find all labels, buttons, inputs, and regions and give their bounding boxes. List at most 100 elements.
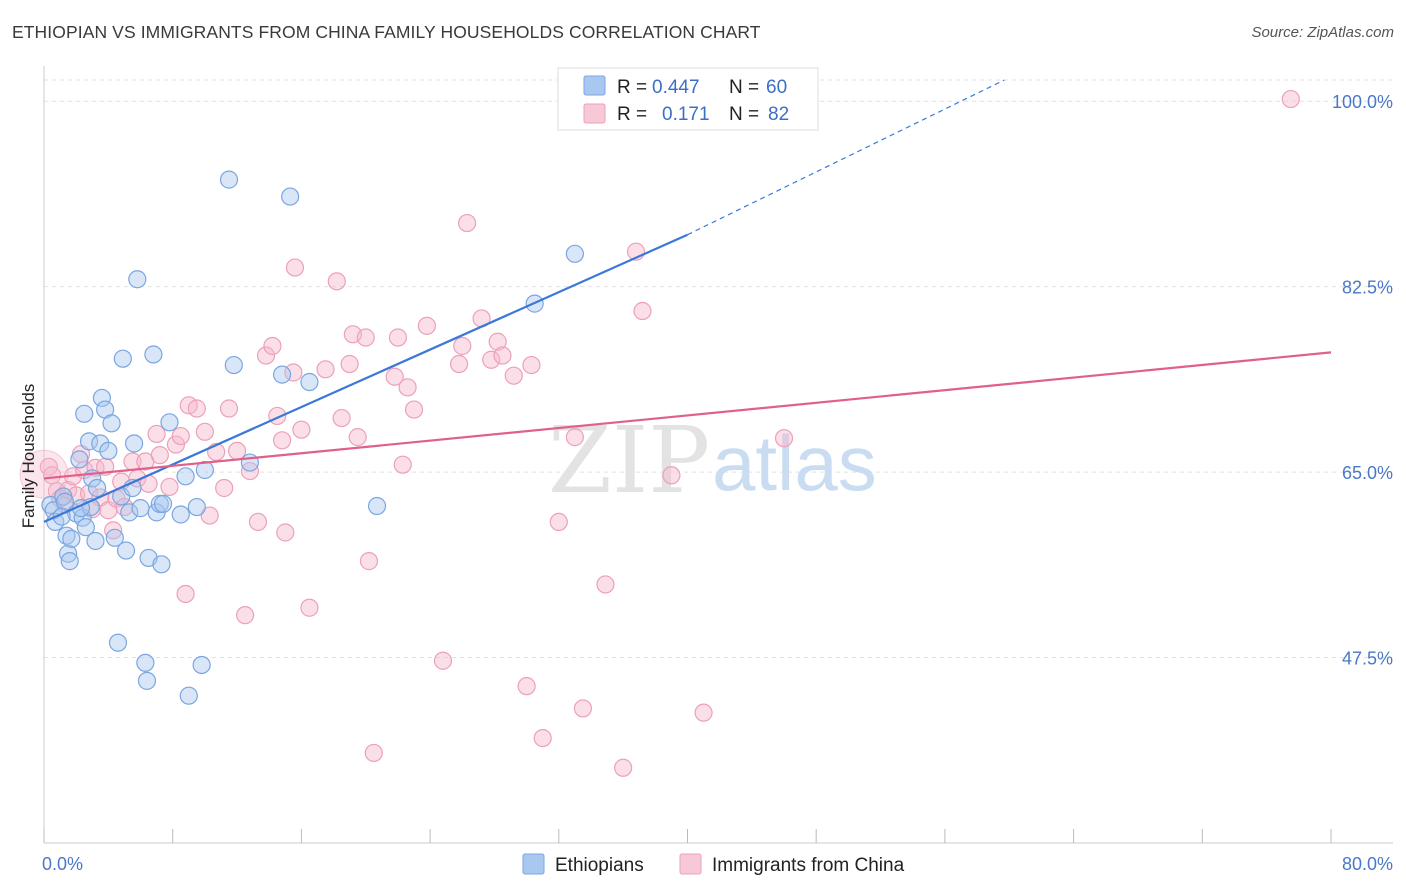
point-china-40 [248,512,268,532]
point-china-81 [614,758,633,777]
legend-bottom-swatch-china [679,853,702,875]
legend-n-value-1: 60 [766,77,787,98]
point-china-67 [453,336,472,356]
point-china-51 [327,272,346,291]
point-ethiopians-23 [102,414,121,433]
point-china-25 [150,446,169,465]
point-china-56 [356,328,375,347]
point-ethiopians-0 [41,495,60,515]
point-ethiopians-8 [62,529,81,548]
point-china-46 [284,363,303,382]
point-china-87 [1281,89,1300,109]
point-china-80 [596,575,615,594]
watermark: ZIP atlas [548,407,877,514]
point-ethiopians-46 [187,497,206,517]
y-tick-label-0: 47.5% [1342,649,1393,669]
point-china-49 [300,598,319,617]
point-ethiopians-24 [105,528,124,547]
legend-bottom: Ethiopians Immigrants from China [522,853,905,876]
point-china-42 [263,336,282,356]
x-tick-labels: 0.0% 80.0% [42,854,1393,874]
point-ethiopians-27 [113,349,132,368]
point-ethiopians-33 [131,499,150,518]
point-china-29 [176,584,195,604]
point-china-78 [565,428,584,447]
point-china-59 [385,367,404,386]
point-ethiopians-54 [300,372,319,392]
point-ethiopians-20 [92,388,112,408]
trend-line-china [43,351,1332,480]
point-ethiopians-44 [176,467,195,486]
axes [43,66,1393,844]
point-china-19 [115,497,134,517]
grid [44,79,1393,659]
legend-r-value-2: 0.171 [662,104,710,125]
point-china-50 [316,360,335,379]
point-ethiopians-37 [144,345,163,364]
point-china-68 [458,213,477,233]
point-china-26 [160,477,179,497]
point-china-55 [348,428,367,447]
point-china-63 [404,400,424,419]
point-ethiopians-52 [272,365,292,384]
y-tick-label-2: 82.5% [1342,278,1393,298]
point-ethiopians-7 [60,552,79,571]
point-china-cluster [19,449,69,499]
point-ethiopians-28 [116,541,136,560]
series-ethiopians-points [41,170,584,705]
point-china-33 [200,506,219,525]
point-ethiopians-50 [224,355,243,375]
point-china-62 [398,378,417,397]
point-china-70 [482,350,501,369]
point-china-71 [488,332,507,351]
point-china-79 [573,699,593,718]
point-china-27 [166,435,186,454]
trend-line-ethiopians-extension [687,79,1005,236]
point-china-73 [504,366,523,385]
chart-title: ETHIOPIAN VS IMMIGRANTS FROM CHINA FAMIL… [12,22,761,42]
point-ethiopians-34 [136,653,155,672]
point-china-48 [292,420,311,439]
point-china-85 [694,703,713,722]
point-ethiopians-35 [137,671,157,690]
point-ethiopians-40 [152,555,171,574]
point-china-38 [235,606,255,625]
legend-n-label-1: N = [729,77,759,98]
point-china-60 [388,328,408,347]
point-china-44 [272,431,292,450]
point-ethiopians-45 [179,686,198,705]
point-china-58 [364,743,383,763]
legend-r-label-2: R = [617,104,647,125]
point-china-41 [256,346,276,365]
point-ethiopians-6 [59,544,78,563]
watermark-atlas: atlas [712,419,877,507]
legend-n-value-2: 82 [768,104,789,125]
point-ethiopians-4 [55,492,75,511]
y-tick-label-1: 65.0% [1342,463,1393,483]
legend-r-label-1: R = [617,77,647,98]
point-china-57 [359,552,379,571]
y-tick-label-3: 100.0% [1332,92,1393,112]
point-ethiopians-5 [57,526,76,545]
point-ethiopians-32 [128,270,147,289]
legend-swatch-ethiopians [583,75,606,96]
point-china-36 [219,399,239,418]
y-tick-labels: 47.5% 65.0% 82.5% 100.0% [1332,92,1393,668]
point-china-28 [171,426,190,446]
trend-lines [43,79,1332,523]
legend-n-label-2: N = [729,104,759,125]
watermark-zip: ZIP [548,407,710,514]
point-ethiopians-10 [70,450,89,469]
point-ethiopians-22 [99,441,118,461]
point-ethiopians-13 [76,518,95,537]
point-ethiopians-41 [153,494,173,513]
point-china-35 [215,478,234,498]
legend-bottom-label-china: Immigrants from China [712,855,905,876]
chart-source: Source: ZipAtlas.com [1251,24,1394,41]
point-ethiopians-12 [75,404,94,423]
point-ethiopians-57 [565,244,584,263]
point-china-64 [417,316,436,335]
point-china-84 [662,466,681,485]
legend-bottom-swatch-ethiopians [522,853,545,875]
point-china-16 [104,521,123,540]
